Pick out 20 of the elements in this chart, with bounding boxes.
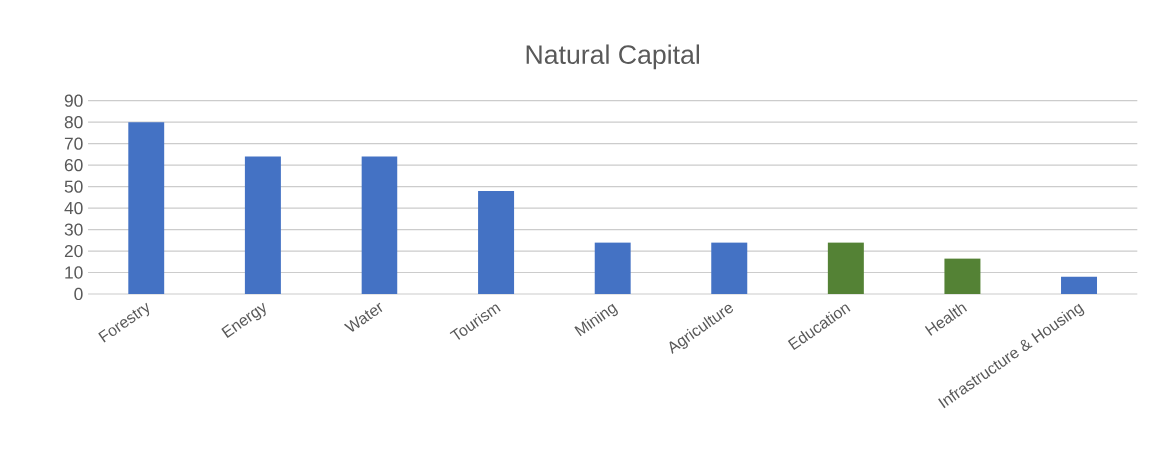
chart-title: Natural Capital — [526, 44, 700, 70]
bar — [944, 258, 981, 294]
bar — [827, 242, 864, 294]
bar — [361, 156, 398, 294]
y-tick-label: 20 — [64, 244, 83, 258]
y-tick-label: 10 — [65, 266, 83, 279]
bar — [1061, 276, 1098, 294]
bar — [128, 122, 165, 294]
bar — [594, 242, 631, 294]
y-tick-label: 40 — [64, 201, 83, 215]
y-tick-label: 50 — [64, 180, 83, 193]
y-tick-label: 70 — [64, 137, 83, 150]
bar — [478, 190, 515, 294]
bar — [244, 156, 281, 294]
y-tick-label: 60 — [64, 158, 83, 172]
bar — [711, 242, 748, 294]
y-tick-label: 30 — [64, 223, 83, 236]
y-tick-label: 0 — [74, 287, 83, 301]
y-tick-label: 90 — [64, 94, 83, 107]
y-tick-label: 80 — [64, 116, 83, 129]
